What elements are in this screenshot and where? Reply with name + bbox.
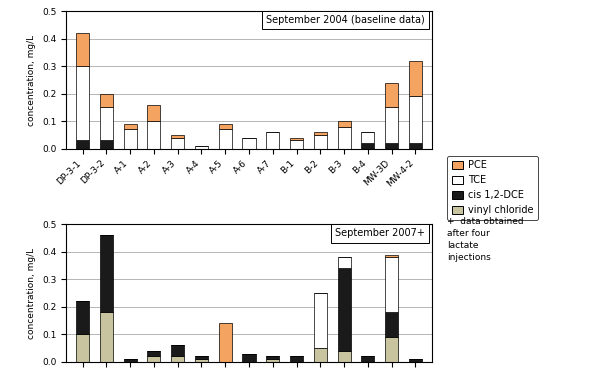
Bar — [218, 323, 232, 362]
Bar — [338, 268, 350, 351]
Bar — [195, 356, 208, 359]
Bar — [361, 143, 374, 149]
Bar — [338, 257, 350, 268]
Bar — [385, 337, 398, 362]
Bar — [100, 235, 113, 312]
Bar — [148, 121, 160, 149]
Bar — [314, 293, 327, 348]
Bar — [124, 359, 137, 362]
Bar — [338, 127, 350, 149]
Bar — [242, 354, 256, 362]
Text: September 2007+: September 2007+ — [335, 228, 425, 238]
Bar — [124, 129, 137, 149]
Bar — [171, 138, 184, 149]
Bar — [290, 356, 303, 362]
Bar — [385, 107, 398, 143]
Bar — [266, 359, 280, 362]
Y-axis label: concentration, mg/L: concentration, mg/L — [28, 34, 37, 125]
Bar — [148, 105, 160, 121]
Bar — [338, 121, 350, 127]
Bar — [218, 124, 232, 129]
Bar — [195, 359, 208, 362]
Bar — [361, 356, 374, 362]
Bar — [314, 132, 327, 135]
Bar — [218, 129, 232, 149]
Bar — [100, 141, 113, 149]
Bar — [76, 141, 89, 149]
Bar — [242, 138, 256, 149]
Legend: PCE, TCE, cis 1,2-DCE, vinyl chloride: PCE, TCE, cis 1,2-DCE, vinyl chloride — [446, 156, 538, 220]
Bar — [76, 33, 89, 66]
Bar — [338, 351, 350, 362]
Bar — [124, 124, 137, 129]
Bar — [100, 312, 113, 362]
Bar — [76, 334, 89, 362]
Bar — [76, 301, 89, 334]
Bar — [100, 107, 113, 141]
Bar — [266, 356, 280, 359]
Bar — [171, 135, 184, 138]
Bar — [148, 356, 160, 362]
Bar — [290, 141, 303, 149]
Bar — [385, 257, 398, 312]
Bar — [314, 135, 327, 149]
Bar — [148, 351, 160, 356]
Bar — [409, 97, 422, 143]
Y-axis label: concentration, mg/L: concentration, mg/L — [28, 248, 37, 339]
Bar — [409, 61, 422, 97]
Bar — [385, 143, 398, 149]
Bar — [266, 132, 280, 149]
Bar — [361, 132, 374, 143]
Bar — [314, 348, 327, 362]
Bar — [290, 138, 303, 141]
Bar — [409, 359, 422, 362]
Bar — [385, 83, 398, 107]
Bar — [195, 146, 208, 149]
Bar — [171, 345, 184, 356]
Text: +  data obtained
after four
lactate
injections: + data obtained after four lactate injec… — [446, 217, 523, 262]
Bar — [100, 94, 113, 107]
Text: September 2004 (baseline data): September 2004 (baseline data) — [266, 15, 425, 25]
Bar — [409, 143, 422, 149]
Bar — [171, 356, 184, 362]
Bar — [385, 254, 398, 257]
Bar — [385, 312, 398, 337]
Bar — [76, 66, 89, 141]
